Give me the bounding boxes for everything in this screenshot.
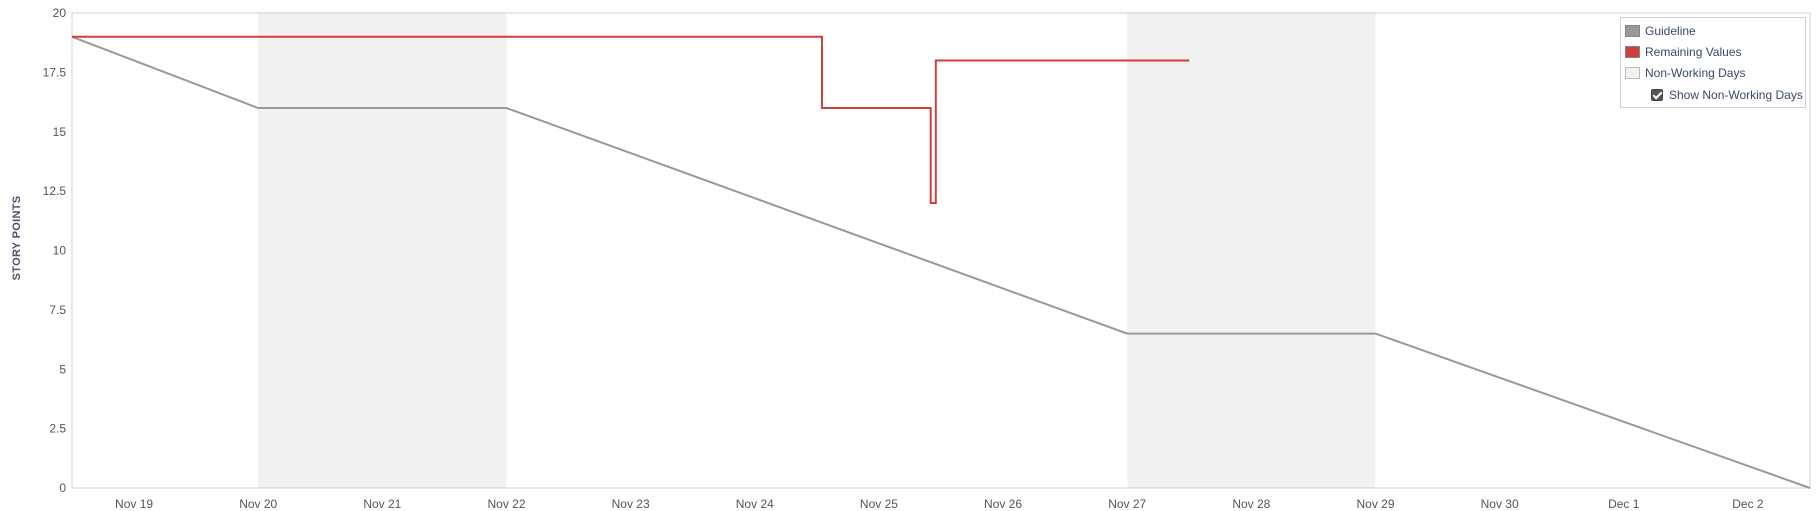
plot-border [71,12,1811,489]
toggle-label: Show Non-Working Days [1669,88,1803,102]
y-tick-label: 10 [53,244,67,258]
y-tick-label: 7.5 [49,303,66,317]
y-axis: 0 2.5 5 7.5 10 12.5 15 17.5 20 [43,6,67,495]
legend-label: Remaining Values [1645,45,1742,59]
y-tick-label: 17.5 [43,65,67,79]
remaining-values-swatch [1625,46,1640,58]
x-tick-label: Nov 22 [487,497,525,511]
legend-item-guideline[interactable]: Guideline [1625,22,1696,40]
legend-item-non-working-days[interactable]: Non-Working Days [1625,64,1745,82]
non-working-days-layer [258,13,1376,488]
x-tick-label: Nov 19 [115,497,153,511]
x-tick-label: Nov 29 [1356,497,1394,511]
series-line-guideline [71,35,1811,489]
x-tick-label: Nov 30 [1481,497,1519,511]
y-axis-title: STORY POINTS [11,196,23,281]
show-non-working-days-toggle[interactable]: Show Non-Working Days [1651,86,1803,104]
legend-label: Guideline [1645,24,1696,38]
non-working-days-swatch [1625,67,1640,79]
plot-frame [71,12,1811,489]
non-working-band [1127,13,1376,488]
x-tick-label: Nov 23 [612,497,650,511]
legend-item-remaining-values[interactable]: Remaining Values [1625,43,1742,61]
x-axis: Nov 19 Nov 20 Nov 21 Nov 22 Nov 23 Nov 24 Nov … [115,497,1764,511]
y-tick-label: 12.5 [43,184,67,198]
x-tick-label: Dec 2 [1732,497,1764,511]
series-layer [71,35,1811,489]
y-tick-label: 0 [59,481,66,495]
chart-legend: Guideline Remaining Values Non-Working D… [1620,17,1806,108]
series-line-remaining-values [72,35,1190,204]
x-tick-label: Nov 24 [736,497,774,511]
legend-label: Non-Working Days [1645,66,1746,80]
x-tick-label: Nov 21 [363,497,401,511]
y-tick-label: 20 [53,6,67,20]
non-working-band [258,13,507,488]
checkbox-checked-icon[interactable] [1651,89,1663,101]
x-tick-label: Nov 25 [860,497,898,511]
x-tick-label: Nov 27 [1108,497,1146,511]
x-tick-label: Nov 20 [239,497,277,511]
x-tick-label: Nov 26 [984,497,1022,511]
x-tick-label: Dec 1 [1608,497,1640,511]
y-tick-label: 2.5 [49,422,66,436]
x-tick-label: Nov 28 [1232,497,1270,511]
y-tick-label: 5 [59,362,66,376]
guideline-swatch [1625,25,1640,37]
y-tick-label: 15 [53,125,67,139]
